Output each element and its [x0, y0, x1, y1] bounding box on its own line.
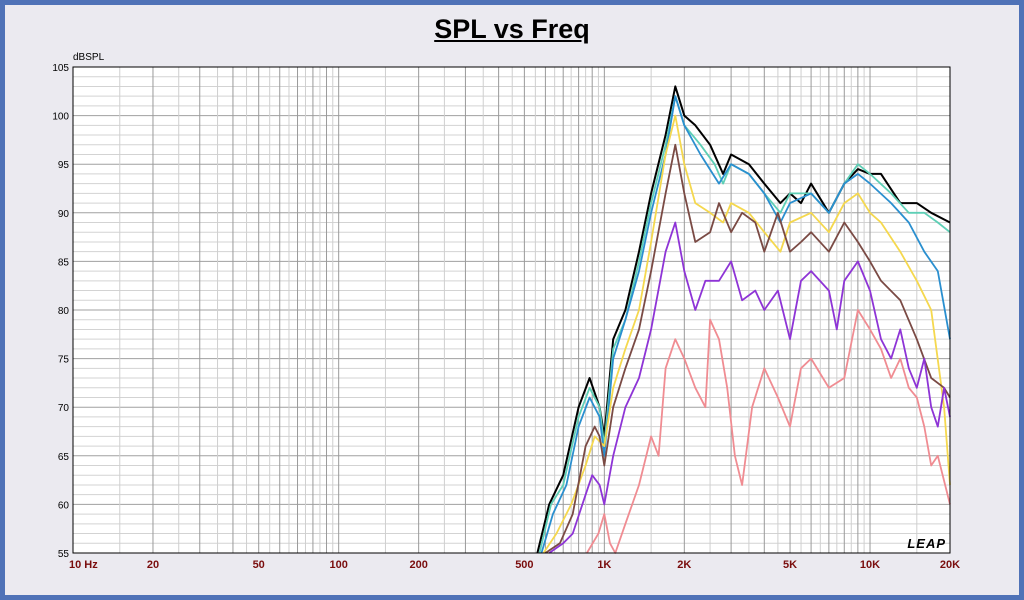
y-tick-label: 90: [58, 209, 70, 220]
chart-title: SPL vs Freq: [434, 14, 590, 44]
x-tick-label: 10 Hz: [69, 559, 98, 571]
x-tick-label: 500: [515, 559, 533, 571]
x-tick-labels: 10 Hz 20 50 100 200 500 1K 2K 5K 10K 20K: [69, 559, 960, 571]
x-tick-label: 20K: [940, 559, 960, 571]
y-tick-label: 65: [58, 452, 70, 463]
series-line: [544, 143, 951, 554]
series-lines: [536, 85, 951, 554]
y-tick-label: 85: [58, 257, 70, 268]
x-tick-label: 10K: [860, 559, 880, 571]
y-tick-label: 75: [58, 355, 70, 366]
x-tick-label: 50: [253, 559, 265, 571]
plot-border: [72, 66, 951, 554]
y-tick-label: 60: [58, 500, 70, 511]
series-line: [586, 309, 951, 554]
x-tick-label: 20: [147, 559, 159, 571]
x-tick-label: 100: [329, 559, 347, 571]
series-line: [542, 114, 951, 554]
y-axis-label: dBSPL: [73, 52, 105, 63]
leap-logo: LEAP: [907, 536, 946, 551]
x-tick-label: 200: [409, 559, 427, 571]
x-tick-label: 1K: [597, 559, 611, 571]
x-tick-label: 5K: [783, 559, 797, 571]
series-line: [540, 95, 951, 554]
series-line: [548, 221, 951, 554]
y-tick-label: 95: [58, 160, 70, 171]
y-tick-labels: 55 60 65 70 75 80 85 90 95 100 105: [52, 63, 69, 560]
y-tick-label: 105: [52, 63, 69, 74]
y-tick-label: 100: [52, 112, 69, 123]
series-line: [538, 95, 951, 554]
y-tick-label: 80: [58, 306, 70, 317]
x-tick-label: 2K: [677, 559, 691, 571]
y-tick-label: 70: [58, 403, 70, 414]
y-tick-label: 55: [58, 549, 70, 560]
